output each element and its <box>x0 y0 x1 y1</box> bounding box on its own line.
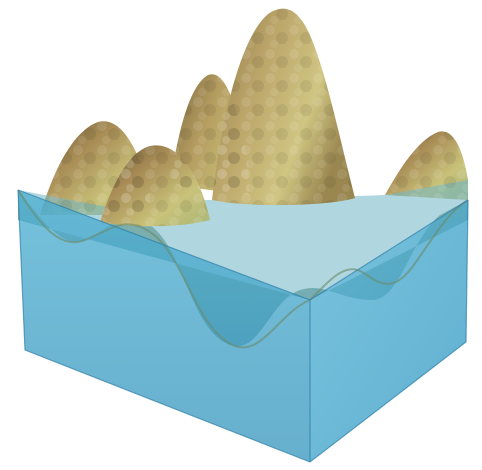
terrain-profile-right <box>309 199 469 301</box>
water-block-right-face <box>310 200 468 462</box>
water-block-front-face <box>18 190 310 462</box>
terrain-profile-front <box>17 189 311 349</box>
water-block-edges <box>17 189 469 463</box>
